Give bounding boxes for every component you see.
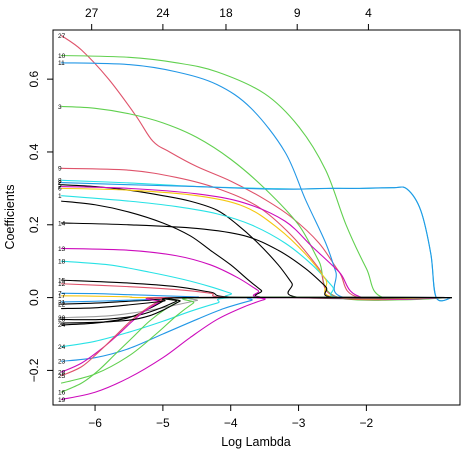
path-label-29: 16 — [58, 390, 66, 397]
path-label-4: 3 — [58, 104, 62, 111]
path-label-11: 6 — [58, 186, 62, 193]
top-tick-label-5: 4 — [365, 6, 372, 20]
path-label-14: 13 — [58, 246, 66, 253]
coefficient-path-8 — [61, 184, 452, 300]
top-tick-label-1: 27 — [85, 6, 99, 20]
y-axis: −0.2 0.0 0.2 0.4 0.6 — [27, 70, 54, 382]
path-label-18: 7 — [58, 291, 62, 298]
path-labels: 2710113982571614131815127172221202624242… — [58, 33, 66, 404]
x-axis-bottom: −6 −5 −4 −3 −2 — [88, 404, 374, 430]
y-tick-label-3: 0.2 — [27, 216, 41, 233]
y-tick-label-1: −0.2 — [27, 358, 41, 382]
path-label-28: 25 — [58, 373, 66, 380]
coefficient-path-26 — [61, 296, 452, 362]
path-label-27: 28 — [58, 370, 66, 377]
coefficient-path-29 — [60, 296, 452, 393]
path-label-19: 17 — [58, 293, 66, 300]
path-label-23: 26 — [58, 317, 66, 324]
path-label-5: 9 — [58, 166, 62, 173]
coefficient-path-28 — [60, 296, 452, 377]
path-label-13: 14 — [58, 220, 66, 227]
y-tick-label-2: 0.0 — [27, 289, 41, 306]
x-axis-top: 27 24 18 9 4 — [85, 6, 372, 31]
path-label-8: 5 — [58, 182, 62, 189]
top-tick-label-3: 18 — [219, 6, 233, 20]
coefficient-path-15 — [61, 260, 452, 299]
path-label-20: 22 — [58, 301, 66, 308]
path-label-2: 10 — [58, 53, 66, 60]
coefficient-path-25 — [61, 296, 452, 348]
path-label-24: 24 — [58, 322, 66, 329]
y-axis-title: Coefficients — [3, 184, 17, 249]
path-label-22: 20 — [58, 315, 66, 322]
path-label-17: 12 — [58, 281, 66, 288]
coefficient-path-14 — [61, 247, 452, 299]
path-label-16: 15 — [58, 277, 66, 284]
coefficient-path-33 — [61, 296, 452, 310]
x-axis-title: Log Lambda — [221, 435, 291, 449]
x-tick-label-4: −3 — [292, 416, 306, 430]
path-label-3: 11 — [58, 60, 65, 67]
path-label-25: 24 — [58, 344, 66, 351]
path-label-15: 18 — [58, 258, 66, 265]
path-label-7: 2 — [58, 180, 62, 187]
coefficient-path-9 — [61, 186, 452, 301]
coefficient-path-1 — [60, 35, 452, 301]
path-label-10: 1 — [58, 193, 62, 200]
coefficient-path-3 — [61, 62, 452, 301]
coefficient-path-2 — [61, 54, 452, 301]
path-label-26: 23 — [58, 359, 66, 366]
coefficient-path-7 — [61, 182, 452, 302]
path-label-6: 8 — [58, 178, 62, 185]
path-label-1: 27 — [58, 33, 66, 40]
x-tick-label-2: −5 — [156, 416, 170, 430]
path-label-9: 7 — [58, 184, 62, 191]
x-tick-label-3: −4 — [224, 416, 238, 430]
coefficient-path-30 — [61, 296, 452, 401]
top-tick-label-2: 24 — [156, 6, 170, 20]
coefficient-path-10 — [61, 195, 452, 299]
series-layer — [60, 35, 452, 401]
path-label-21: 21 — [58, 299, 66, 306]
x-tick-label-5: −2 — [360, 416, 374, 430]
path-label-30: 19 — [58, 397, 66, 404]
top-tick-label-4: 9 — [294, 6, 301, 20]
coefficient-path-31 — [60, 296, 452, 384]
coefficient-path-4 — [61, 105, 452, 301]
x-tick-label-1: −6 — [88, 416, 102, 430]
y-tick-label-5: 0.6 — [27, 70, 41, 87]
y-tick-label-4: 0.4 — [27, 143, 41, 160]
